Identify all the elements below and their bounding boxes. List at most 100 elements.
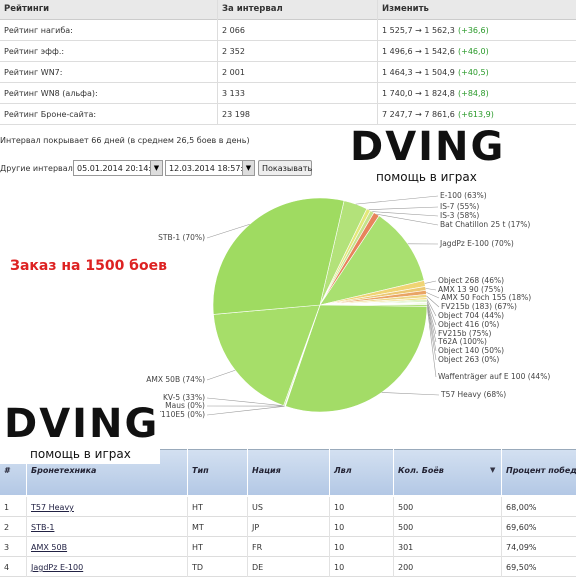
vehicles-cell: 68,00%: [506, 503, 537, 512]
col-sep: [26, 557, 27, 577]
vehicles-cell: HT: [192, 503, 203, 512]
col-sep: [247, 557, 248, 577]
slice-label: Object 140 (50%): [438, 346, 504, 355]
slice-label: Bat Chatillon 25 t (17%): [440, 220, 530, 229]
vehicle-link[interactable]: AMX 50B: [31, 543, 67, 552]
header-sep: [329, 449, 330, 495]
col-sep: [329, 517, 330, 537]
vehicles-cell: MT: [192, 523, 204, 532]
leader-line: [356, 196, 438, 204]
vehicle-link[interactable]: T57 Heavy: [31, 503, 74, 512]
vehicles-cell: FR: [252, 543, 262, 552]
slice-label: Object 704 (44%): [438, 311, 504, 320]
leader-line: [426, 288, 436, 290]
leader-line: [382, 392, 439, 395]
leader-line: [427, 302, 436, 342]
leader-line: [369, 207, 438, 210]
col-sep: [26, 537, 27, 557]
col-sep: [393, 537, 394, 557]
header-sep: [247, 449, 248, 495]
vehicles-cell: 10: [334, 563, 344, 572]
vehicles-header: #: [4, 466, 10, 475]
leader-line: [425, 281, 436, 283]
vehicles-row: [0, 497, 576, 517]
slice-label: IS-3 (58%): [440, 211, 479, 220]
col-sep: [501, 557, 502, 577]
col-sep: [393, 517, 394, 537]
col-sep: [329, 537, 330, 557]
col-sep: [187, 537, 188, 557]
col-sep: [187, 557, 188, 577]
col-sep: [247, 497, 248, 517]
vehicles-cell: 500: [398, 523, 413, 532]
slice-label: E-100 (63%): [440, 191, 487, 200]
vehicles-cell: TD: [192, 563, 203, 572]
slice-label: KV-5 (33%): [163, 393, 205, 402]
col-sep: [26, 497, 27, 517]
vehicles-header: Тип: [192, 466, 209, 475]
logo-subtitle: помощь в играх: [30, 447, 131, 461]
slice-label: T110E5 (0%): [155, 410, 205, 419]
vehicles-cell: JP: [252, 523, 259, 532]
vehicles-header: Лвл: [334, 466, 352, 475]
slice-label: T57 Heavy (68%): [440, 390, 506, 399]
vehicles-header: Кол. Боёв: [398, 466, 444, 475]
slice-label: IS-7 (55%): [440, 202, 479, 211]
order-text: Заказ на 1500 боев: [10, 258, 167, 274]
col-sep: [393, 557, 394, 577]
vehicles-row: [0, 537, 576, 557]
vehicles-row: [0, 517, 576, 537]
vehicles-cell: US: [252, 503, 263, 512]
vehicles-cell: 10: [334, 503, 344, 512]
leader-line: [207, 406, 285, 415]
col-sep: [393, 497, 394, 517]
leader-line: [427, 303, 436, 351]
logo-subtitle: помощь в играх: [376, 170, 477, 184]
slice-label: T62A (100%): [437, 337, 487, 346]
logo-title: DVING: [4, 402, 159, 446]
vehicles-header: Нация: [252, 466, 281, 475]
vehicles-cell: 200: [398, 563, 413, 572]
slice-label: Object 268 (46%): [438, 276, 504, 285]
slice-label: STB-1 (70%): [158, 233, 205, 242]
col-sep: [26, 517, 27, 537]
vehicles-cell: 4: [4, 563, 9, 572]
vehicles-cell: 2: [4, 523, 9, 532]
vehicles-cell: 74,09%: [506, 543, 537, 552]
slice-label: JagdPz E-100 (70%): [439, 239, 514, 248]
vehicles-cell: DE: [252, 563, 263, 572]
col-sep: [247, 537, 248, 557]
logo-title: DVING: [350, 125, 505, 169]
col-sep: [501, 517, 502, 537]
leader-line: [427, 305, 436, 377]
vehicles-row: [0, 557, 576, 577]
leader-line: [207, 370, 235, 380]
col-sep: [501, 497, 502, 517]
col-sep: [329, 557, 330, 577]
header-sep: [187, 449, 188, 495]
slice-label: FV215b (183) (67%): [441, 302, 517, 311]
col-sep: [329, 497, 330, 517]
slice-label: AMX 50 Foch 155 (18%): [441, 293, 531, 302]
col-sep: [187, 517, 188, 537]
slice-label: Object 263 (0%): [438, 355, 499, 364]
vehicle-link[interactable]: STB-1: [31, 523, 54, 532]
vehicles-cell: 10: [334, 523, 344, 532]
vehicles-cell: 1: [4, 503, 9, 512]
slice-label: Waffenträger auf E 100 (44%): [438, 372, 550, 381]
slice-label: AMX 50B (74%): [146, 375, 205, 384]
vehicle-link[interactable]: JagdPz E-100: [31, 563, 83, 572]
vehicles-cell: 301: [398, 543, 413, 552]
header-sep: [393, 449, 394, 495]
vehicles-cell: 500: [398, 503, 413, 512]
slice-label: Maus (0%): [165, 401, 205, 410]
vehicles-cell: 69,50%: [506, 563, 537, 572]
vehicles-cell: 3: [4, 543, 9, 552]
col-sep: [187, 497, 188, 517]
col-sep: [501, 537, 502, 557]
vehicles-cell: 10: [334, 543, 344, 552]
col-sep: [247, 517, 248, 537]
